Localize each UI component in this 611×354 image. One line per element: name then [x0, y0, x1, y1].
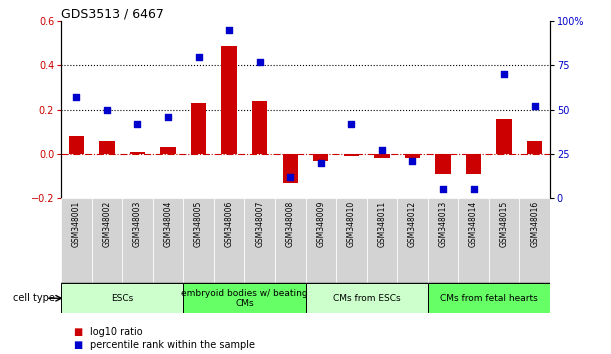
Bar [404, 154, 420, 159]
Bar [61, 198, 92, 283]
Text: GSM348010: GSM348010 [347, 201, 356, 247]
Point [224, 27, 234, 33]
Bar [336, 198, 367, 283]
Point [316, 160, 326, 166]
Bar [306, 283, 428, 313]
Text: GSM348015: GSM348015 [500, 201, 508, 247]
Point [194, 54, 203, 59]
Text: GSM348001: GSM348001 [72, 201, 81, 247]
Bar [61, 283, 183, 313]
Point [346, 121, 356, 127]
Bar [489, 198, 519, 283]
Bar [122, 198, 153, 283]
Text: GSM348003: GSM348003 [133, 201, 142, 247]
Point [377, 148, 387, 153]
Bar [92, 198, 122, 283]
Text: log10 ratio: log10 ratio [90, 327, 143, 337]
Bar [275, 198, 306, 283]
Point [102, 107, 112, 113]
Bar [282, 154, 298, 183]
Point [438, 187, 448, 192]
Bar [244, 198, 275, 283]
Bar [214, 198, 244, 283]
Bar [183, 198, 214, 283]
Text: GSM348014: GSM348014 [469, 201, 478, 247]
Bar [458, 198, 489, 283]
Point [255, 59, 265, 65]
Bar [519, 198, 550, 283]
Bar [367, 198, 397, 283]
Bar [252, 101, 268, 154]
Bar [374, 154, 390, 159]
Text: ■: ■ [73, 327, 82, 337]
Text: embryoid bodies w/ beating
CMs: embryoid bodies w/ beating CMs [181, 289, 308, 308]
Text: GSM348005: GSM348005 [194, 201, 203, 247]
Bar [153, 198, 183, 283]
Point [133, 121, 142, 127]
Bar [99, 141, 115, 154]
Text: GSM348002: GSM348002 [103, 201, 111, 247]
Bar [313, 154, 329, 161]
Text: GSM348012: GSM348012 [408, 201, 417, 247]
Point [469, 187, 478, 192]
Bar [130, 152, 145, 154]
Text: ■: ■ [73, 340, 82, 350]
Text: ESCs: ESCs [111, 294, 133, 303]
Bar [183, 283, 306, 313]
Bar [527, 141, 543, 154]
Text: CMs from ESCs: CMs from ESCs [333, 294, 400, 303]
Bar [191, 103, 207, 154]
Bar [496, 119, 511, 154]
Text: GSM348006: GSM348006 [225, 201, 233, 247]
Text: GDS3513 / 6467: GDS3513 / 6467 [61, 7, 164, 20]
Bar [343, 154, 359, 156]
Bar [428, 283, 550, 313]
Text: GSM348009: GSM348009 [316, 201, 325, 247]
Bar [397, 198, 428, 283]
Bar [466, 154, 481, 174]
Text: GSM348011: GSM348011 [378, 201, 386, 247]
Text: GSM348013: GSM348013 [439, 201, 447, 247]
Point [71, 95, 81, 100]
Point [163, 114, 173, 120]
Bar [68, 136, 84, 154]
Point [499, 72, 509, 77]
Bar [435, 154, 450, 174]
Text: CMs from fetal hearts: CMs from fetal hearts [440, 294, 538, 303]
Bar [221, 46, 237, 154]
Text: GSM348016: GSM348016 [530, 201, 539, 247]
Text: GSM348007: GSM348007 [255, 201, 264, 247]
Bar [428, 198, 458, 283]
Text: GSM348004: GSM348004 [164, 201, 172, 247]
Text: cell type: cell type [13, 293, 55, 303]
Text: GSM348008: GSM348008 [286, 201, 295, 247]
Text: percentile rank within the sample: percentile rank within the sample [90, 340, 255, 350]
Bar [306, 198, 336, 283]
Bar [160, 147, 176, 154]
Point [285, 174, 295, 180]
Point [530, 103, 540, 109]
Point [408, 158, 417, 164]
